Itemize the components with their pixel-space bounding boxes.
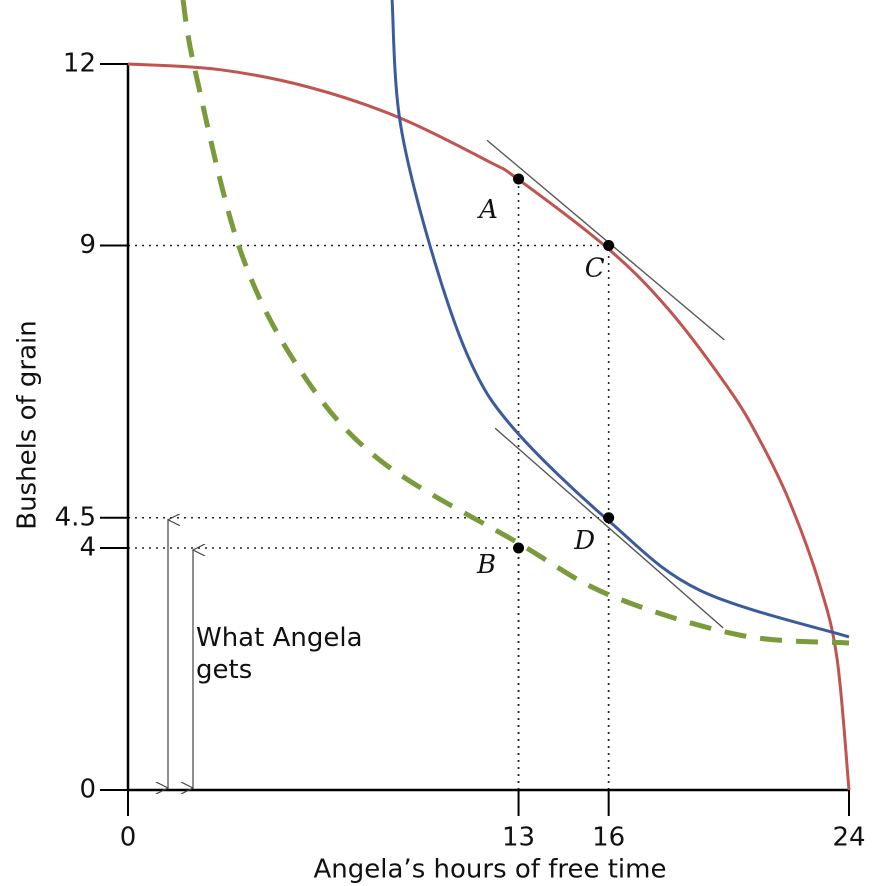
y-tick-label: 4.5 (55, 502, 96, 532)
x-tick-label: 24 (832, 823, 865, 853)
y-tick-label: 9 (79, 230, 96, 260)
point (603, 512, 615, 524)
curve (127, 62, 851, 791)
annotation: What Angela gets (196, 623, 363, 685)
y-axis-label: Bushels of grain (13, 320, 43, 530)
point (513, 542, 525, 554)
curve (180, 0, 850, 646)
tangent-line (494, 427, 724, 629)
x-tick-label: 13 (502, 823, 535, 853)
tangent-line (486, 139, 725, 341)
y-tick-label: 0 (79, 775, 96, 805)
point-label: A (477, 195, 498, 225)
point (513, 173, 525, 185)
point (603, 240, 615, 251)
curve (390, 0, 850, 639)
x-axis-label: Angela’s hours of free time (314, 855, 667, 885)
point-label: D (573, 526, 595, 556)
point-label: B (476, 550, 496, 580)
y-tick-label: 12 (63, 49, 96, 79)
y-tick-label: 4 (79, 533, 96, 563)
x-tick-label: 16 (592, 823, 625, 853)
x-tick-label: 0 (120, 823, 137, 853)
point-label: C (585, 254, 605, 284)
